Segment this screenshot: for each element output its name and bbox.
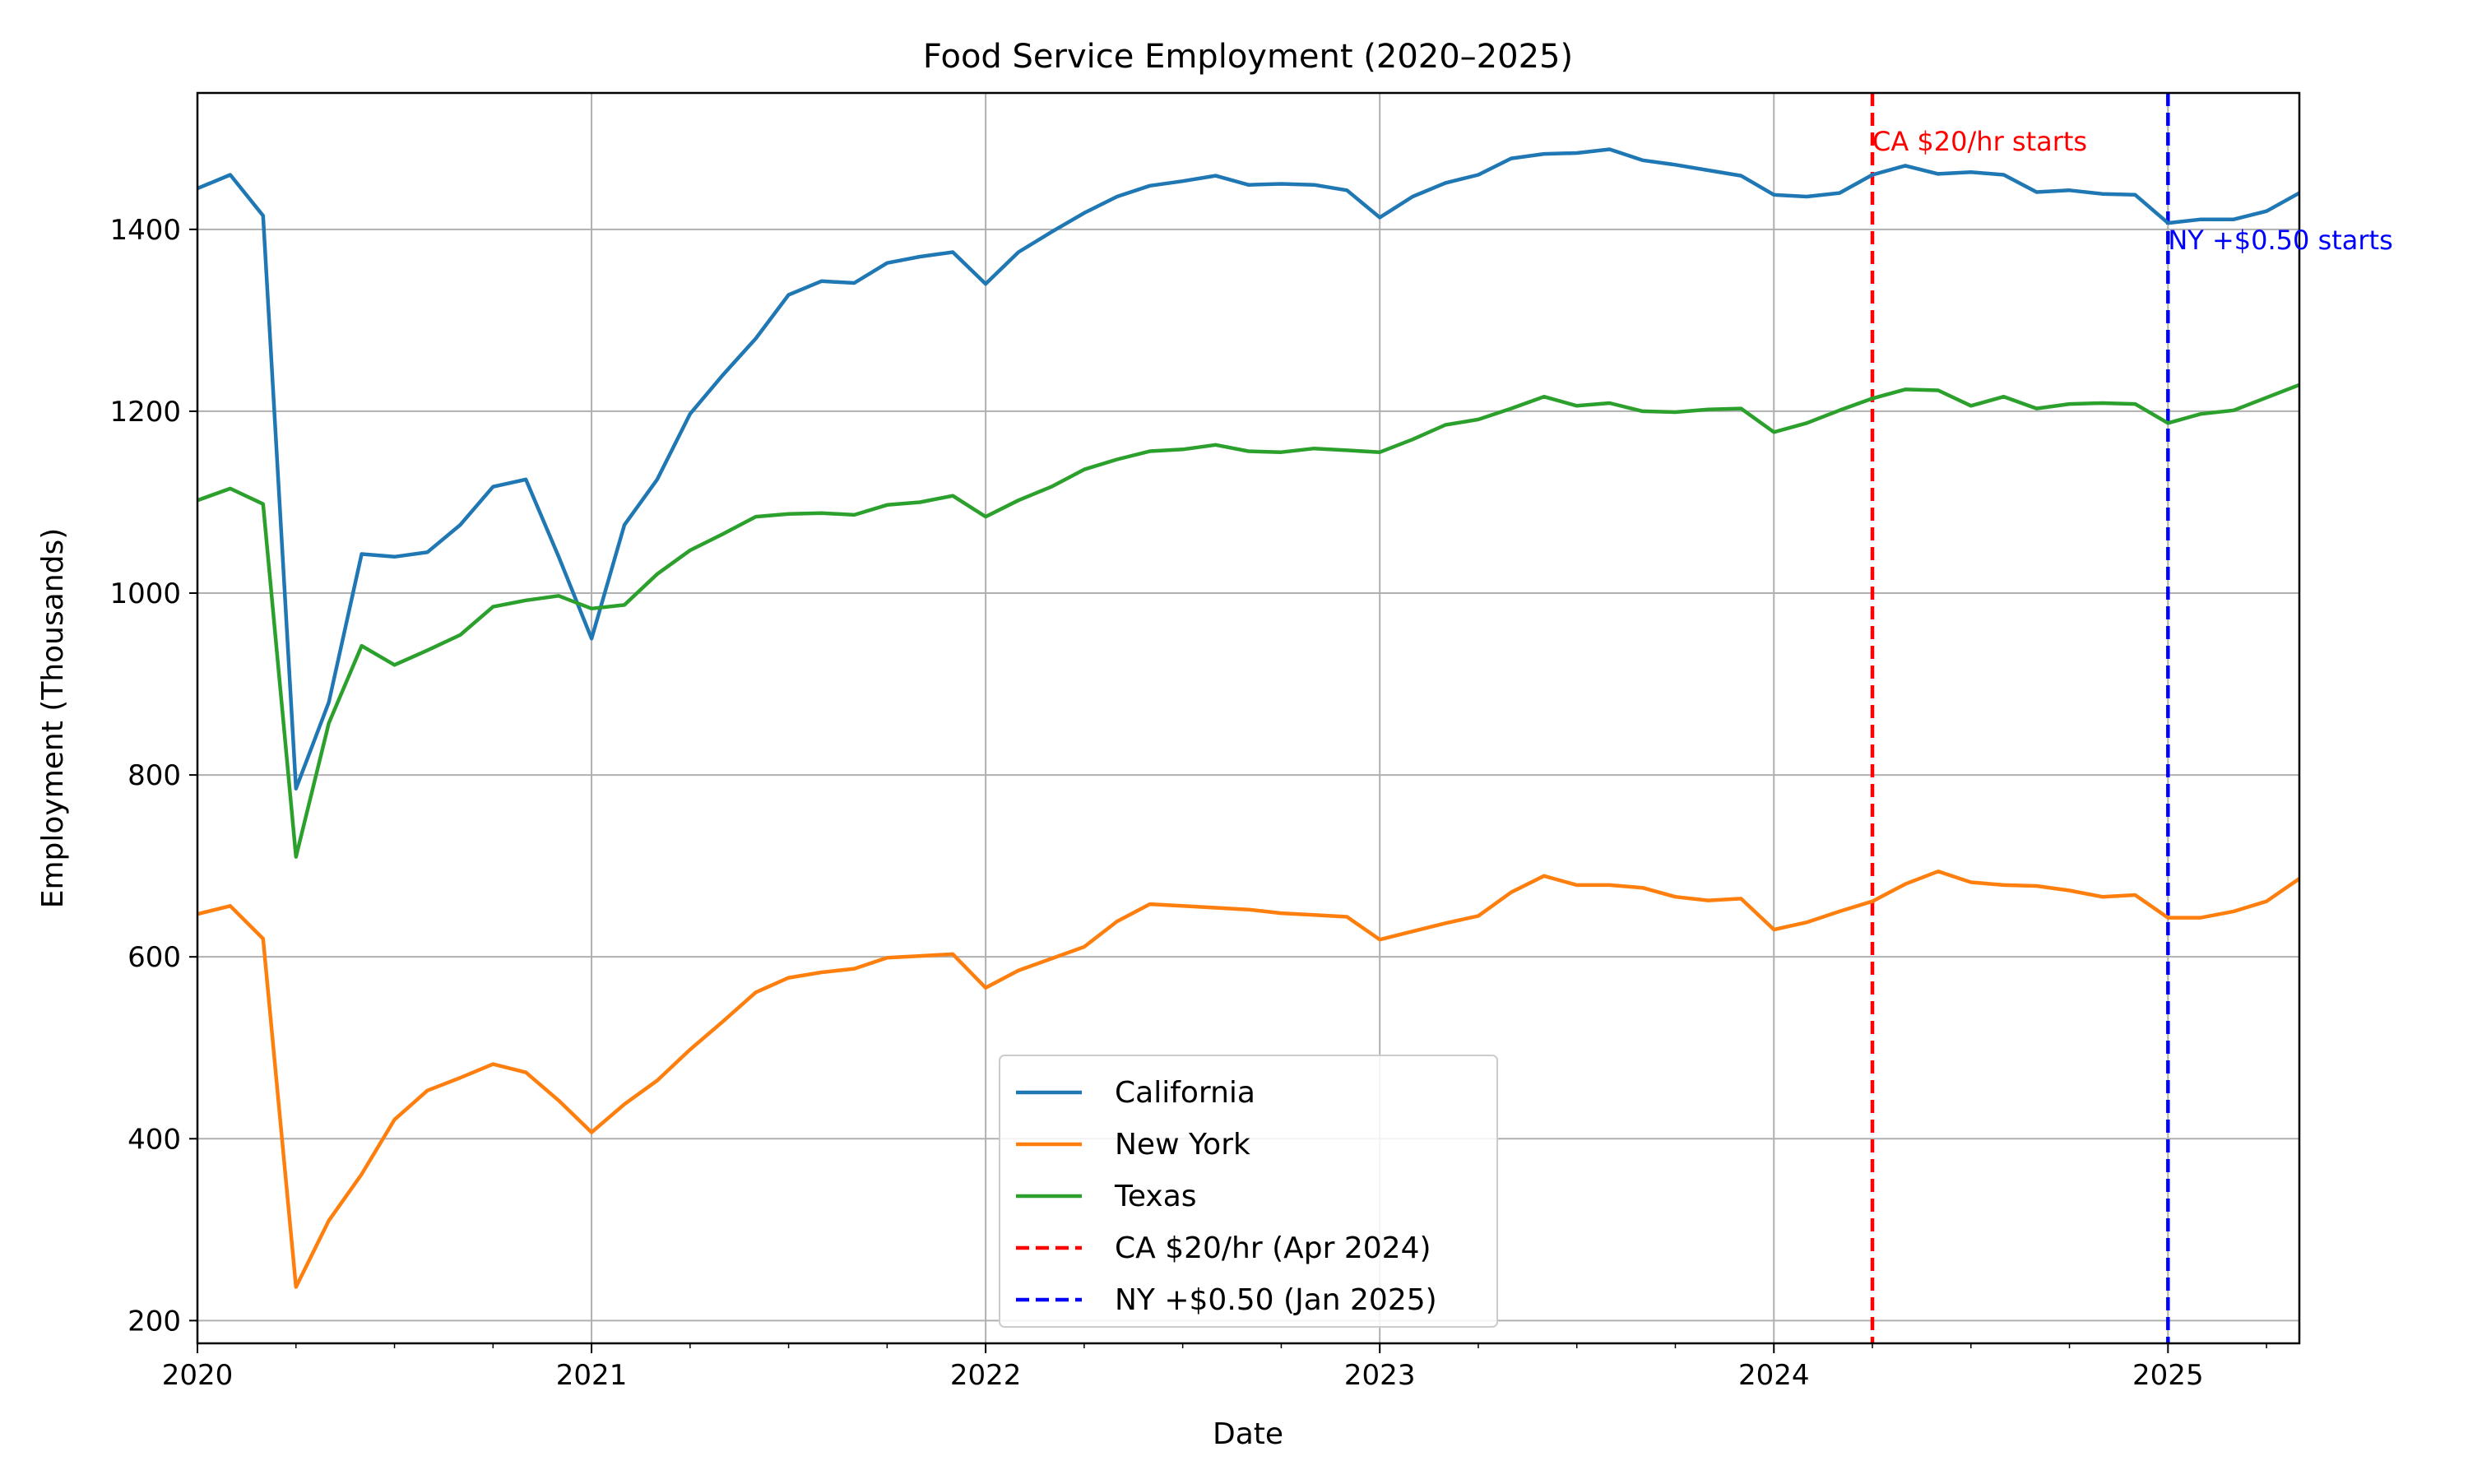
y-tick-label: 200	[128, 1305, 181, 1338]
series-line	[197, 383, 2300, 859]
legend-label: CA $20/hr (Apr 2024)	[1115, 1231, 1431, 1265]
legend-label: NY +$0.50 (Jan 2025)	[1115, 1283, 1437, 1317]
x-tick-label: 2021	[556, 1359, 628, 1392]
series-line	[197, 870, 2301, 1289]
y-tick-label: 1200	[109, 396, 181, 429]
x-tick-label: 2020	[162, 1359, 234, 1392]
series-line	[197, 147, 2301, 791]
legend-label: California	[1115, 1076, 1255, 1110]
legend: California New York Texas CA $20/hr (Apr 20…	[999, 1055, 1498, 1328]
y-tick-label: 600	[128, 941, 181, 974]
legend-box	[999, 1055, 1498, 1328]
chart-title: Food Service Employment (2020–2025)	[923, 38, 1573, 76]
series-lines	[197, 147, 2301, 1289]
x-tick-label: 2024	[1738, 1359, 1810, 1392]
x-tick-label: 2022	[950, 1359, 1022, 1392]
y-tick-label: 800	[128, 759, 181, 792]
x-tick-label: 2025	[2132, 1359, 2204, 1392]
y-tick-label: 1400	[109, 214, 181, 247]
legend-label: Texas	[1114, 1180, 1197, 1213]
axis-ticks: 200 400 600 800 1000 1200 1400 2020 2021 2022 2023…	[109, 214, 2267, 1392]
reference-annotation: NY +$0.50 starts	[2168, 225, 2392, 256]
y-tick-label: 1000	[109, 577, 181, 610]
legend-label: New York	[1115, 1128, 1250, 1162]
reference-lines	[1870, 93, 2170, 1343]
y-axis-label: Employment (Thousands)	[36, 528, 70, 909]
y-tick-label: 400	[128, 1123, 181, 1156]
annotations: CA $20/hr starts NY +$0.50 starts	[1872, 126, 2393, 256]
reference-annotation: CA $20/hr starts	[1872, 126, 2087, 157]
x-tick-label: 2023	[1344, 1359, 1416, 1392]
x-axis-label: Date	[1213, 1417, 1283, 1451]
plot-frame	[196, 91, 2301, 1345]
